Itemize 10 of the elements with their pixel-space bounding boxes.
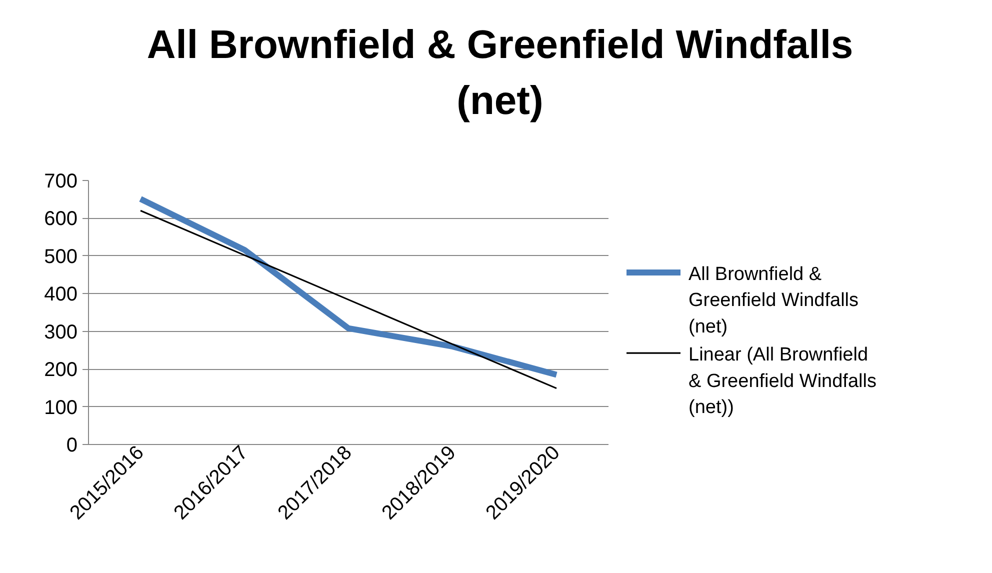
legend-label: Linear (All Brownfield & Greenfield Windfalls (net)) (688, 344, 876, 418)
y-tick-label: 200 (44, 359, 78, 382)
y-tick-label: 500 (44, 246, 78, 268)
y-tick-label: 700 (44, 170, 78, 192)
y-tick-label: 400 (44, 284, 78, 306)
y-tick-label: 600 (44, 208, 78, 230)
chart-title: All Brownfield & Greenfield Windfalls (net) (146, 22, 854, 125)
y-tick-label: 300 (44, 321, 78, 344)
legend-label: All Brownfield & Greenfield Windfalls (net) (688, 264, 859, 338)
y-tick-label: 100 (44, 396, 78, 419)
